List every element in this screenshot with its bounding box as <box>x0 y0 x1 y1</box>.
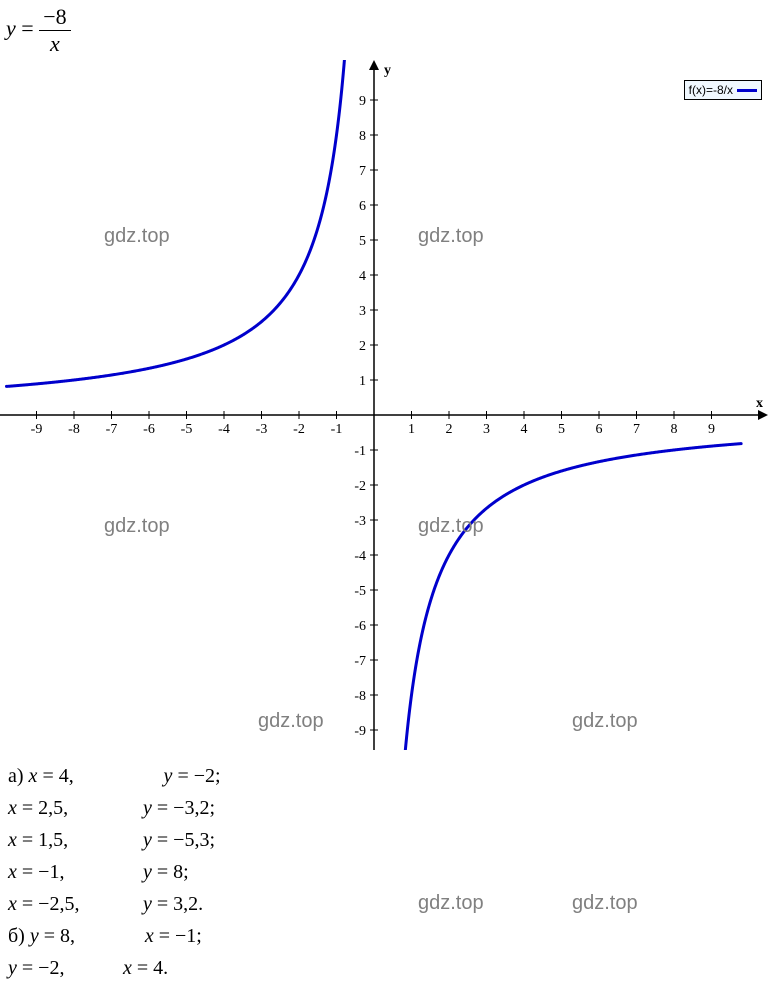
svg-text:-3: -3 <box>256 422 268 437</box>
svg-text:9: 9 <box>708 422 715 437</box>
svg-text:7: 7 <box>359 164 366 179</box>
svg-text:-5: -5 <box>354 584 366 599</box>
answer-row: а) x = 4, y = −2; <box>8 760 221 792</box>
answer-row: x = −1, y = 8; <box>8 856 221 888</box>
svg-text:-8: -8 <box>68 422 80 437</box>
answers-part-b: б) y = 8, x = −1;y = −2, x = 4. <box>8 920 221 984</box>
svg-text:-9: -9 <box>354 724 366 739</box>
svg-text:-7: -7 <box>106 422 118 437</box>
svg-text:1: 1 <box>408 422 415 437</box>
watermark: gdz.top <box>418 892 484 915</box>
svg-text:-1: -1 <box>354 444 366 459</box>
svg-text:2: 2 <box>359 339 366 354</box>
page: y = −8 x xy-9-8-7-6-5-4-3-2-1123456789-9… <box>0 0 768 991</box>
svg-text:-6: -6 <box>143 422 155 437</box>
svg-text:5: 5 <box>359 234 366 249</box>
watermark: gdz.top <box>258 710 324 733</box>
svg-text:4: 4 <box>521 422 528 437</box>
svg-text:-6: -6 <box>354 619 366 634</box>
svg-text:1: 1 <box>359 374 366 389</box>
watermark: gdz.top <box>104 225 170 248</box>
svg-text:x: x <box>756 396 763 411</box>
svg-text:-3: -3 <box>354 514 366 529</box>
legend-text: f(x)=-8/x <box>689 83 733 97</box>
watermark: gdz.top <box>418 515 484 538</box>
svg-text:8: 8 <box>671 422 678 437</box>
eq-denominator: x <box>39 31 70 55</box>
svg-text:6: 6 <box>359 199 366 214</box>
svg-text:y: y <box>384 63 391 78</box>
svg-text:-4: -4 <box>354 549 366 564</box>
svg-text:-1: -1 <box>331 422 343 437</box>
answer-row: y = −2, x = 4. <box>8 952 221 984</box>
svg-text:3: 3 <box>483 422 490 437</box>
watermark: gdz.top <box>572 710 638 733</box>
svg-text:6: 6 <box>596 422 603 437</box>
watermark: gdz.top <box>104 515 170 538</box>
answers-part-a: а) x = 4, y = −2;x = 2,5, y = −3,2;x = 1… <box>8 760 221 920</box>
answer-row: x = 1,5, y = −5,3; <box>8 824 221 856</box>
fraction: −8 x <box>39 6 70 55</box>
svg-text:-2: -2 <box>293 422 305 437</box>
svg-text:9: 9 <box>359 94 366 109</box>
svg-text:3: 3 <box>359 304 366 319</box>
chart: x y -9 -8 -7 -6 -5 -4 -3 -2 -1 1 2 3 4 5 6 7 8 9 -9 -8 -7 -6 -5 -… <box>0 60 768 750</box>
svg-text:-8: -8 <box>354 689 366 704</box>
svg-text:7: 7 <box>633 422 640 437</box>
svg-text:-2: -2 <box>354 479 366 494</box>
svg-text:4: 4 <box>359 269 366 284</box>
answer-row: x = −2,5, y = 3,2. <box>8 888 221 920</box>
svg-text:8: 8 <box>359 129 366 144</box>
eq-numerator: −8 <box>39 6 70 31</box>
answer-row: x = 2,5, y = −3,2; <box>8 792 221 824</box>
watermark: gdz.top <box>572 892 638 915</box>
watermark: gdz.top <box>418 225 484 248</box>
svg-text:-5: -5 <box>181 422 193 437</box>
legend: f(x)=-8/x <box>684 80 762 100</box>
svg-text:-4: -4 <box>218 422 230 437</box>
answers-block: а) x = 4, y = −2;x = 2,5, y = −3,2;x = 1… <box>8 760 221 984</box>
chart-svg: x y -9 -8 -7 -6 -5 -4 -3 -2 -1 1 2 3 4 5 6 7 8 9 -9 -8 -7 -6 -5 -… <box>0 60 768 750</box>
svg-text:-9: -9 <box>31 422 43 437</box>
svg-text:5: 5 <box>558 422 565 437</box>
answer-row: б) y = 8, x = −1; <box>8 920 221 952</box>
svg-text:-7: -7 <box>354 654 366 669</box>
legend-line <box>737 89 757 92</box>
eq-lhs: y <box>6 16 16 41</box>
main-equation: y = −8 x <box>6 6 71 55</box>
svg-text:2: 2 <box>446 422 453 437</box>
